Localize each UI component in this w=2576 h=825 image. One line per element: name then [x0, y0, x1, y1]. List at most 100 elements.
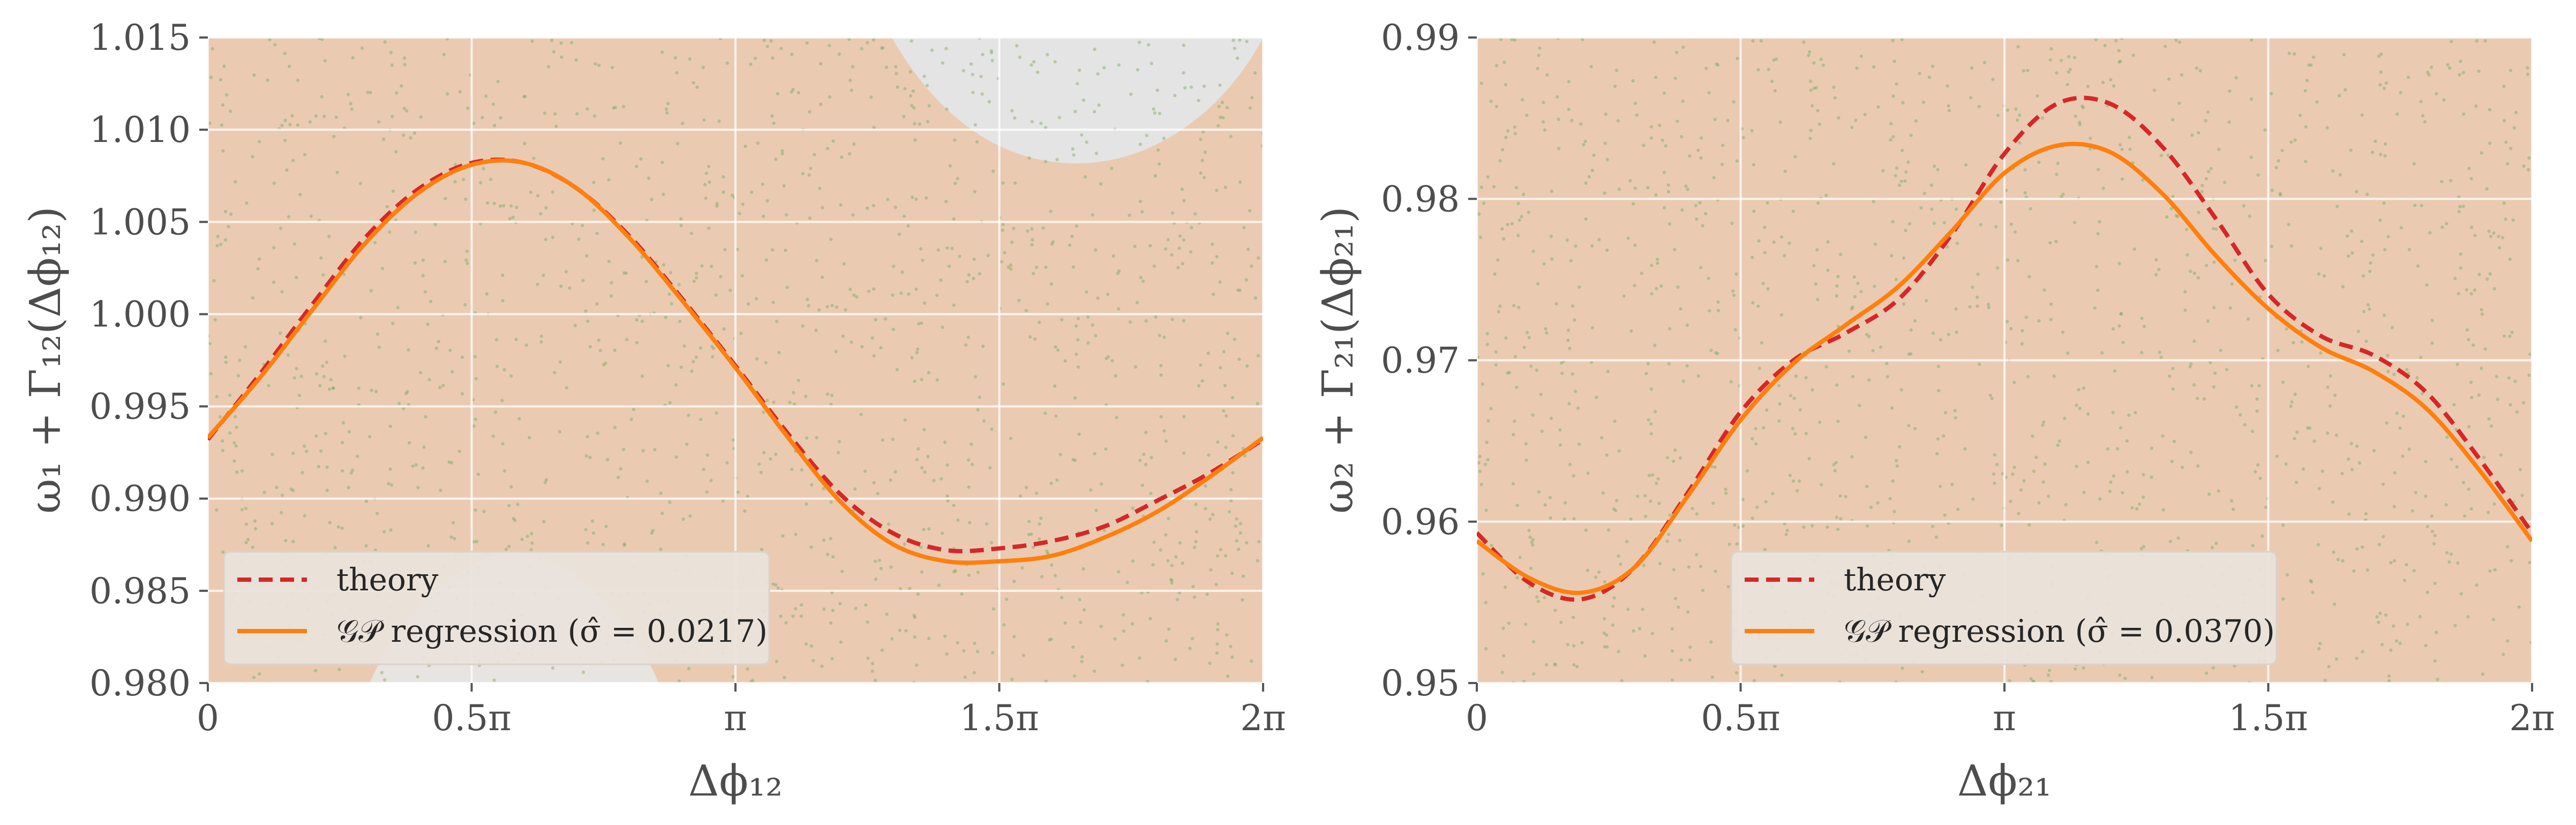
- sample-point: [449, 535, 453, 539]
- sample-point: [375, 512, 379, 515]
- sample-point: [1996, 114, 2000, 117]
- sample-point: [900, 270, 904, 274]
- sample-point: [860, 47, 863, 51]
- legend-box: [223, 551, 770, 665]
- sample-point: [1612, 596, 1616, 600]
- sample-point: [568, 286, 572, 290]
- sample-point: [601, 543, 605, 546]
- sample-point: [2015, 118, 2019, 122]
- sample-point: [1789, 394, 1792, 398]
- sample-point: [1599, 436, 1604, 440]
- sample-point: [2467, 425, 2471, 429]
- sample-point: [616, 476, 620, 479]
- sample-point: [937, 583, 941, 587]
- sample-point: [1543, 128, 1546, 132]
- sample-point: [2142, 325, 2146, 328]
- sample-point: [990, 427, 994, 431]
- sample-point: [1811, 388, 1814, 392]
- sample-point: [855, 295, 859, 299]
- sample-point: [2186, 253, 2189, 257]
- sample-point: [237, 374, 241, 378]
- sample-point: [1640, 272, 1643, 275]
- sample-point: [830, 303, 834, 308]
- sample-point: [1699, 565, 1703, 568]
- sample-point: [765, 399, 769, 402]
- sample-point: [2429, 65, 2434, 69]
- sample-point: [2135, 507, 2139, 511]
- sample-point: [618, 141, 622, 145]
- sample-point: [867, 289, 871, 293]
- sample-point: [2334, 657, 2338, 661]
- sample-point: [536, 282, 539, 287]
- sample-point: [2412, 569, 2416, 573]
- sample-point: [2120, 177, 2124, 181]
- sample-point: [1045, 549, 1049, 553]
- sample-point: [1695, 553, 1699, 557]
- sample-point: [421, 274, 425, 278]
- sample-point: [1891, 39, 1895, 42]
- sample-point: [872, 354, 876, 358]
- sample-point: [1012, 580, 1016, 583]
- sample-point: [233, 415, 237, 418]
- sample-point: [2287, 51, 2291, 55]
- sample-point: [1128, 320, 1132, 324]
- sample-point: [1150, 62, 1153, 65]
- sample-point: [1189, 250, 1192, 254]
- sample-point: [1549, 516, 1552, 520]
- sample-point: [1225, 633, 1229, 637]
- sample-point: [2171, 387, 2175, 391]
- sample-point: [1772, 240, 1776, 244]
- sample-point: [433, 222, 437, 227]
- sample-point: [2450, 457, 2453, 461]
- sample-point: [347, 485, 350, 490]
- sample-point: [1231, 471, 1235, 475]
- sample-point: [1775, 57, 1778, 61]
- sample-point: [1592, 153, 1596, 157]
- sample-point: [1170, 564, 1174, 567]
- sample-point: [1538, 46, 1542, 50]
- sample-point: [382, 530, 386, 534]
- sample-point: [1661, 138, 1664, 142]
- y-tick-label: 0.980: [89, 663, 191, 704]
- sample-point: [1655, 287, 1658, 290]
- sample-point: [2200, 190, 2204, 193]
- sample-point: [2006, 320, 2009, 324]
- sample-point: [2180, 73, 2184, 77]
- sample-point: [1605, 633, 1609, 637]
- sample-point: [1773, 89, 1777, 93]
- sample-point: [1838, 494, 1842, 498]
- sample-point: [2467, 167, 2471, 170]
- sample-point: [2526, 72, 2530, 76]
- sample-point: [418, 371, 423, 374]
- sample-point: [1597, 238, 1601, 242]
- sample-point: [774, 158, 778, 161]
- sample-point: [1909, 133, 1913, 137]
- sample-point: [2526, 66, 2529, 70]
- sample-point: [1158, 111, 1161, 115]
- sample-point: [1498, 304, 1502, 308]
- sample-point: [2469, 507, 2473, 511]
- sample-point: [1629, 329, 1633, 333]
- sample-point: [1203, 150, 1207, 154]
- sample-point: [1245, 541, 1249, 545]
- sample-point: [539, 340, 543, 344]
- sample-point: [2078, 407, 2082, 410]
- sample-point: [581, 279, 585, 282]
- sample-point: [1584, 528, 1588, 532]
- sample-point: [887, 522, 891, 526]
- sample-point: [1802, 40, 1806, 44]
- sample-point: [1524, 622, 1528, 626]
- sample-point: [227, 224, 230, 229]
- y-axis-label: ω₁ + Γ₁₂(Δϕ₁₂): [20, 206, 70, 514]
- sample-point: [1763, 251, 1767, 254]
- sample-point: [989, 51, 994, 55]
- sample-point: [2061, 192, 2065, 196]
- sample-point: [2379, 52, 2383, 56]
- sample-point: [903, 418, 907, 422]
- sample-point: [1174, 657, 1177, 662]
- sample-point: [496, 79, 500, 84]
- sample-point: [965, 280, 969, 283]
- series-gp-regression-line: [1477, 141, 2532, 595]
- sample-point: [2347, 512, 2351, 516]
- sample-point: [988, 466, 992, 470]
